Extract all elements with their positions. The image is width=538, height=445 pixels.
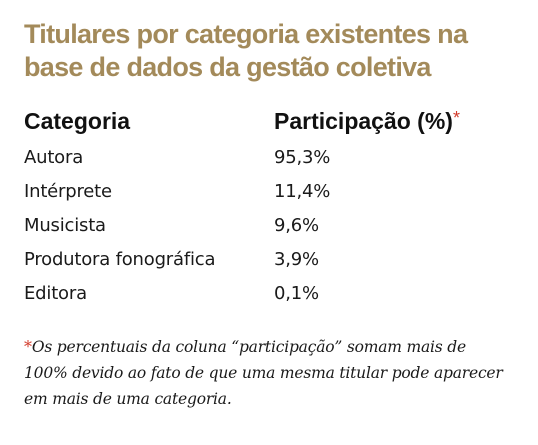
table-row: Autora 95,3% [24,140,460,174]
row-value: 9,6% [274,214,319,236]
data-table: Categoria Participação (%)* Autora 95,3%… [24,106,460,310]
column-header-participacao: Participação (%)* [274,106,460,140]
content: Titulares por categoria existentes na ba… [24,18,524,428]
table-row: Musicista 9,6% [24,208,460,242]
table-row: Produtora fonográfica 3,9% [24,242,460,276]
footnote-asterisk: * [24,337,32,356]
footnote-text: Os percentuais da coluna “participação” … [24,338,503,408]
table-row: Editora 0,1% [24,276,460,310]
row-category: Autora [24,146,84,168]
table-row: Intérprete 11,4% [24,174,460,208]
row-category: Intérprete [24,180,112,202]
row-category: Produtora fonográfica [24,248,216,270]
row-category: Editora [24,282,87,304]
row-value: 3,9% [274,248,319,270]
page-title: Titulares por categoria existentes na ba… [24,19,468,82]
footnote: *Os percentuais da coluna “participação”… [24,334,509,412]
column-header-participacao-label: Participação (%) [274,107,453,134]
row-category: Musicista [24,214,106,236]
column-header-categoria: Categoria [24,107,131,134]
table-header-row: Categoria Participação (%)* [24,106,460,140]
row-value: 95,3% [274,146,331,168]
row-value: 11,4% [274,180,331,202]
row-value: 0,1% [274,282,319,304]
footnote-marker: * [452,107,460,128]
